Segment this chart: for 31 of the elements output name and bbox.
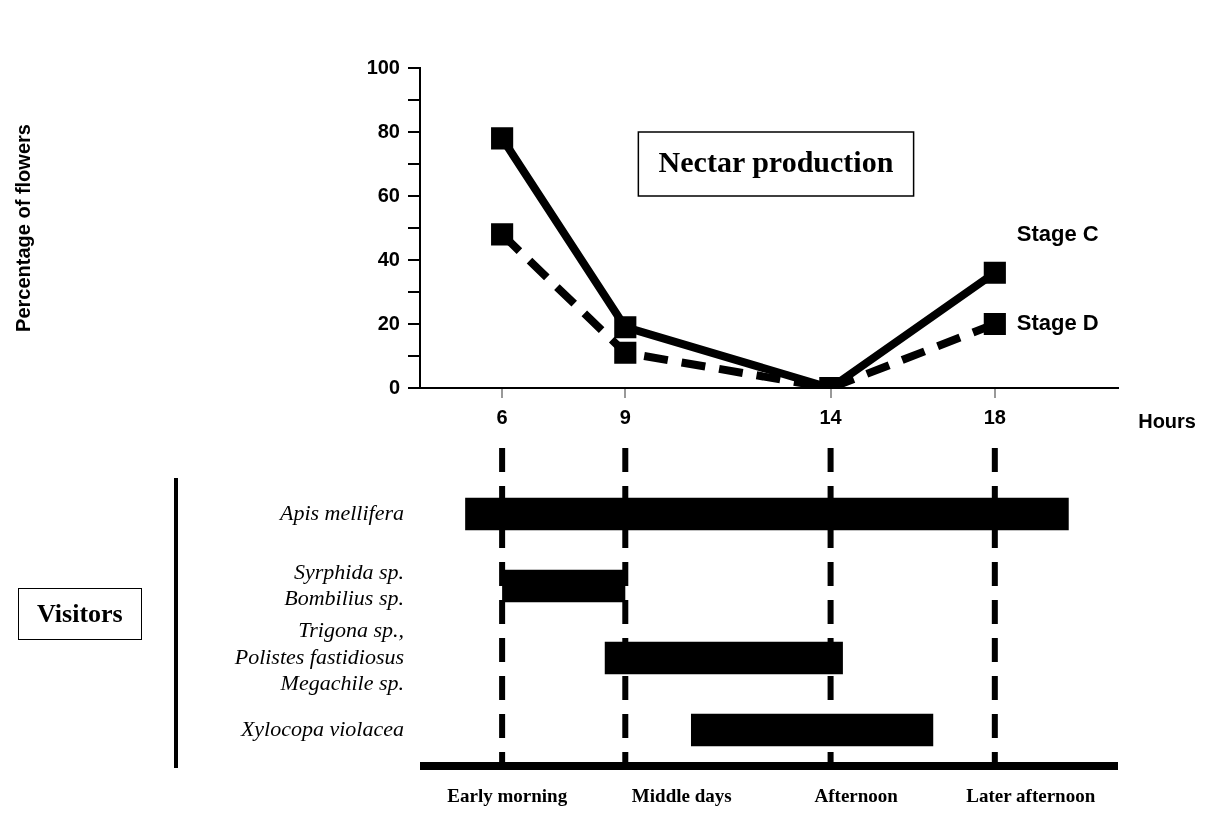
y-axis-title: Percentage of flowers (11, 124, 34, 332)
y-tick-label: Trigona sp., Polistes fastidiosus Megachile sp. (233, 617, 404, 696)
x-tick-label: 18 (983, 405, 1006, 428)
point (491, 127, 514, 150)
point (614, 316, 637, 339)
point (614, 341, 637, 364)
text: Early morning (447, 785, 568, 807)
y-tick-label: Apis mellifera (277, 499, 404, 525)
y-tick-label: 80 (377, 119, 400, 142)
y-tick-label: 0 (388, 375, 400, 398)
y-tick-label: 40 (377, 247, 400, 270)
point (983, 312, 1006, 336)
point (491, 223, 514, 246)
text: Afternoon (814, 785, 899, 807)
text: Later afternoon (966, 785, 1096, 807)
y-tick-label: 100 (366, 55, 400, 78)
x-tick-label: 9 (619, 405, 631, 428)
y-axis-title: Visitors (18, 588, 142, 640)
series-label: Stage C (1016, 220, 1099, 246)
bar (690, 713, 934, 747)
y-tick-label: 60 (377, 183, 400, 206)
y-tick-label: 20 (377, 311, 400, 334)
y-tick-label: Syrphida sp. Bombilius sp. (284, 558, 404, 610)
point (983, 261, 1006, 284)
x-tick-label: 6 (496, 405, 508, 428)
text: Nectar production (658, 144, 894, 178)
series-label: Stage D (1016, 310, 1099, 336)
y-tick-label: Xylocopa violacea (239, 715, 404, 741)
text: Middle days (631, 785, 732, 807)
x-axis-title: Hours (1138, 409, 1196, 432)
x-tick-label: 14 (819, 405, 843, 428)
